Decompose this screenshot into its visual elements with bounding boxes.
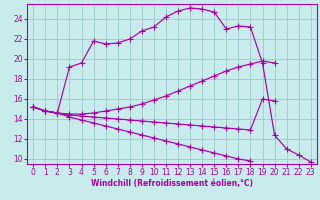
X-axis label: Windchill (Refroidissement éolien,°C): Windchill (Refroidissement éolien,°C) bbox=[91, 179, 253, 188]
